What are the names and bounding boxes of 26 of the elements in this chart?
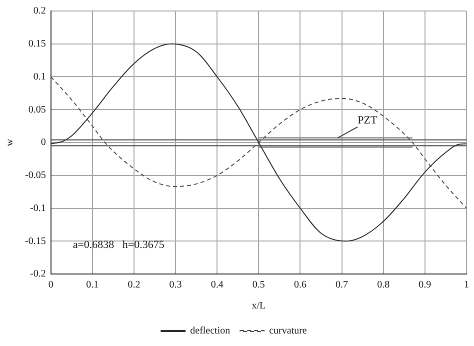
y-tick-label: 0.05 [28,104,46,116]
y-tick-label: 0.15 [28,38,46,50]
y-tick-label: -0.05 [24,170,46,181]
x-tick-label: 0.6 [294,280,306,291]
y-tick-label: 0.2 [33,6,46,17]
x-tick-label: 0.4 [210,280,224,291]
y-tick-label: 0 [40,137,46,148]
x-tick-label: 0.2 [128,280,140,291]
x-tick-label: 0.1 [86,280,99,291]
legend-label: deflection [190,326,230,337]
y-axis-title: w [4,138,16,146]
legend-label: curvature [269,326,308,337]
annotation: a=0.6838 h=0.3675 [72,239,165,251]
annotation: PZT [358,114,378,126]
x-tick-label: 0.8 [377,280,390,291]
y-tick-label: -0.1 [30,202,46,214]
x-axis-title: x/L [252,300,266,312]
y-tick-label: 0.1 [33,71,46,82]
x-tick-label: 0.3 [169,280,182,291]
x-tick-label: 0.9 [418,280,432,291]
x-tick-label: 0 [48,280,54,291]
x-tick-label: 1 [464,280,469,291]
y-tick-label: -0.15 [24,236,46,247]
y-tick-label: -0.2 [30,268,46,280]
x-tick-label: 0.5 [252,280,265,291]
x-tick-label: 0.7 [336,280,348,291]
